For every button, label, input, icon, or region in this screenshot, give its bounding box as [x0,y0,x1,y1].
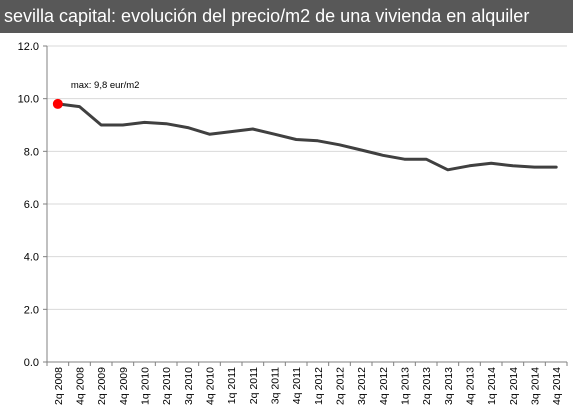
x-tick-label: 1q 2013 [400,367,412,405]
max-annotation: max: 9,8 eur/m2 [71,80,140,91]
gridlines [47,45,567,310]
y-tick-label: 10.0 [18,94,39,106]
x-tick-label: 2q 2010 [161,367,173,405]
x-tick-label: 2q 2012 [335,367,347,405]
x-tick-label: 4q 2014 [551,367,563,405]
x-tick-label: 4q 2010 [205,367,217,405]
y-tick-label: 12.0 [18,41,39,53]
x-tick-label: 2q 2009 [96,367,108,405]
x-tick-label: 4q 2013 [465,367,477,405]
title-bar: sevilla capital: evolución del precio/m2… [0,0,573,33]
y-tick-label: 4.0 [24,252,39,264]
x-axis-ticks: 2q 2008 4q 2008 2q 2009 4q 2009 1q 2010 2q 20… [53,367,563,405]
x-tick-label: 3q 2011 [270,367,282,404]
x-tick-label: 4q 2011 [291,367,303,404]
series-line [56,102,558,172]
x-tick-label: 3q 2013 [443,367,455,405]
x-tick-label: 4q 2008 [75,367,87,405]
x-tick-label: 1q 2011 [226,367,238,404]
x-tick-label: 4q 2012 [378,367,390,405]
x-tick-label: 1q 2010 [140,367,152,405]
y-tick-label: 6.0 [24,199,39,211]
x-tick-label: 2q 2011 [248,367,260,404]
annotations: max: 9,8 eur/m2 [52,80,140,109]
x-tick-label: 2q 2008 [53,367,65,405]
y-tick-label: 2.0 [24,304,39,316]
x-tick-label: 1q 2012 [313,367,325,405]
series-group [56,102,558,172]
x-tick-label: 3q 2012 [356,367,368,405]
y-tick-label: 0.0 [24,357,39,369]
x-tick-label: 2q 2013 [421,367,433,405]
y-axis-ticks: 0.0 2.0 4.0 6.0 8.0 10.0 12.0 [18,41,39,369]
y-tick-label: 8.0 [24,146,39,158]
x-tick-label: 2q 2014 [508,367,520,405]
x-tick-label: 3q 2010 [183,367,195,405]
axes [43,45,568,366]
max-point-marker [52,98,63,109]
x-tick-label: 1q 2014 [486,367,498,405]
x-tick-label: 3q 2014 [530,367,542,405]
x-tick-label: 4q 2009 [118,367,130,405]
chart-title: sevilla capital: evolución del precio/m2… [4,6,530,26]
